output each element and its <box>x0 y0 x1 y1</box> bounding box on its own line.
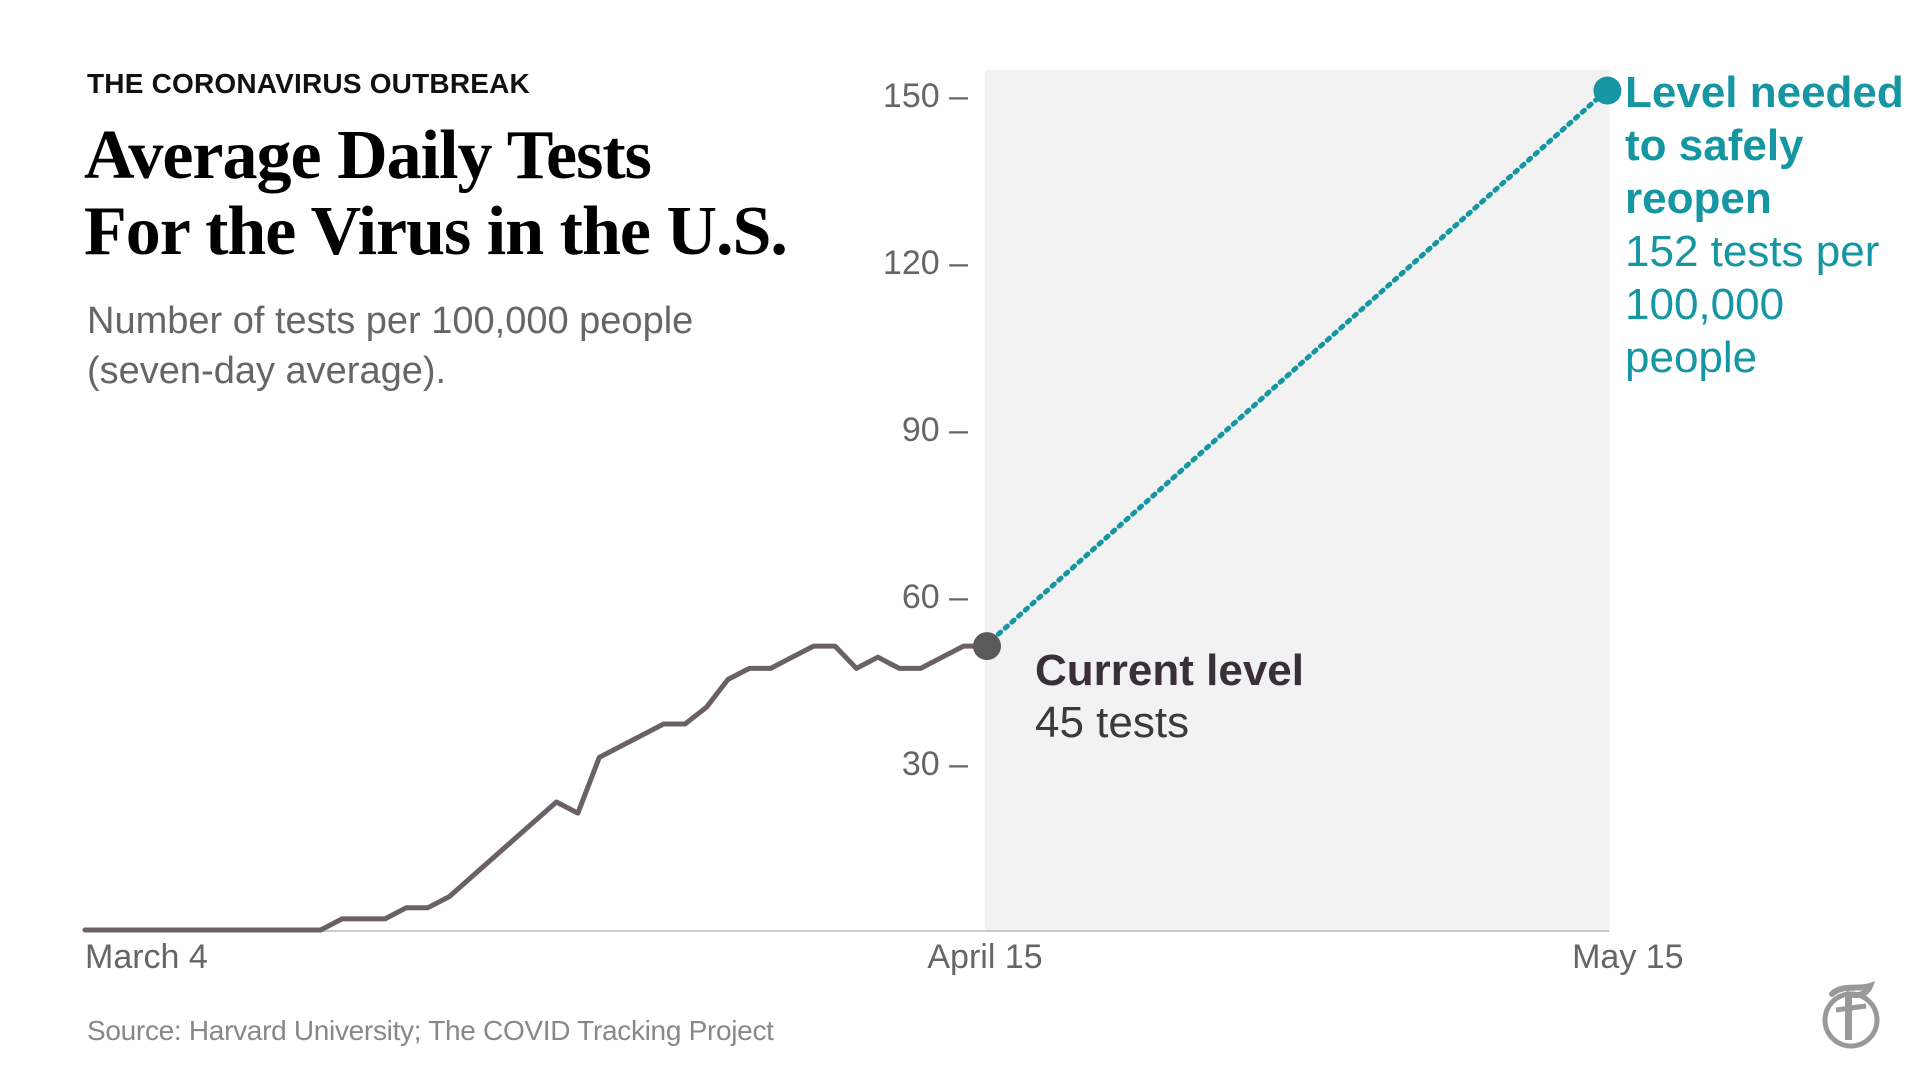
series-line <box>82 643 988 933</box>
y-tick-label: 150 – <box>883 77 968 115</box>
subtitle-line-1: Number of tests per 100,000 people <box>87 300 694 342</box>
y-tick-label: 90 – <box>902 411 968 449</box>
subtitle-line-2: (seven-day average). <box>87 350 447 392</box>
y-tick-label: 120 – <box>883 244 968 282</box>
y-tick-label: 60 – <box>902 578 968 616</box>
target-label-line: Level needed <box>1625 68 1904 117</box>
target-label-line: to safely <box>1625 121 1804 170</box>
x-tick-label: March 4 <box>85 938 208 976</box>
nyt-logo-icon <box>1822 981 1880 1049</box>
target-detail-line: 152 tests per <box>1625 227 1879 276</box>
target-label-line: reopen <box>1625 174 1772 223</box>
current-level-detail: 45 tests <box>1035 698 1189 747</box>
projection-line <box>982 88 1609 649</box>
current-level-label: Current level <box>1035 646 1304 695</box>
y-tick-label: 30 – <box>902 745 968 783</box>
source-note: Source: Harvard University; The COVID Tr… <box>87 1015 774 1046</box>
target-level-point <box>1593 76 1622 105</box>
page-title: Average Daily Tests For the Virus in the… <box>84 118 804 270</box>
x-tick-label: April 15 <box>927 938 1042 976</box>
kicker: THE CORONAVIRUS OUTBREAK <box>87 68 530 99</box>
title-line-2: For the Virus in the U.S. <box>84 193 788 270</box>
x-tick-label: May 15 <box>1572 938 1684 976</box>
target-detail-line: people <box>1625 333 1757 382</box>
subtitle: Number of tests per 100,000 people (seve… <box>87 296 807 396</box>
target-detail-line: 100,000 <box>1625 280 1784 329</box>
current-level-point <box>973 632 1001 661</box>
projection-band <box>985 70 1610 930</box>
title-line-1: Average Daily Tests <box>84 117 652 194</box>
